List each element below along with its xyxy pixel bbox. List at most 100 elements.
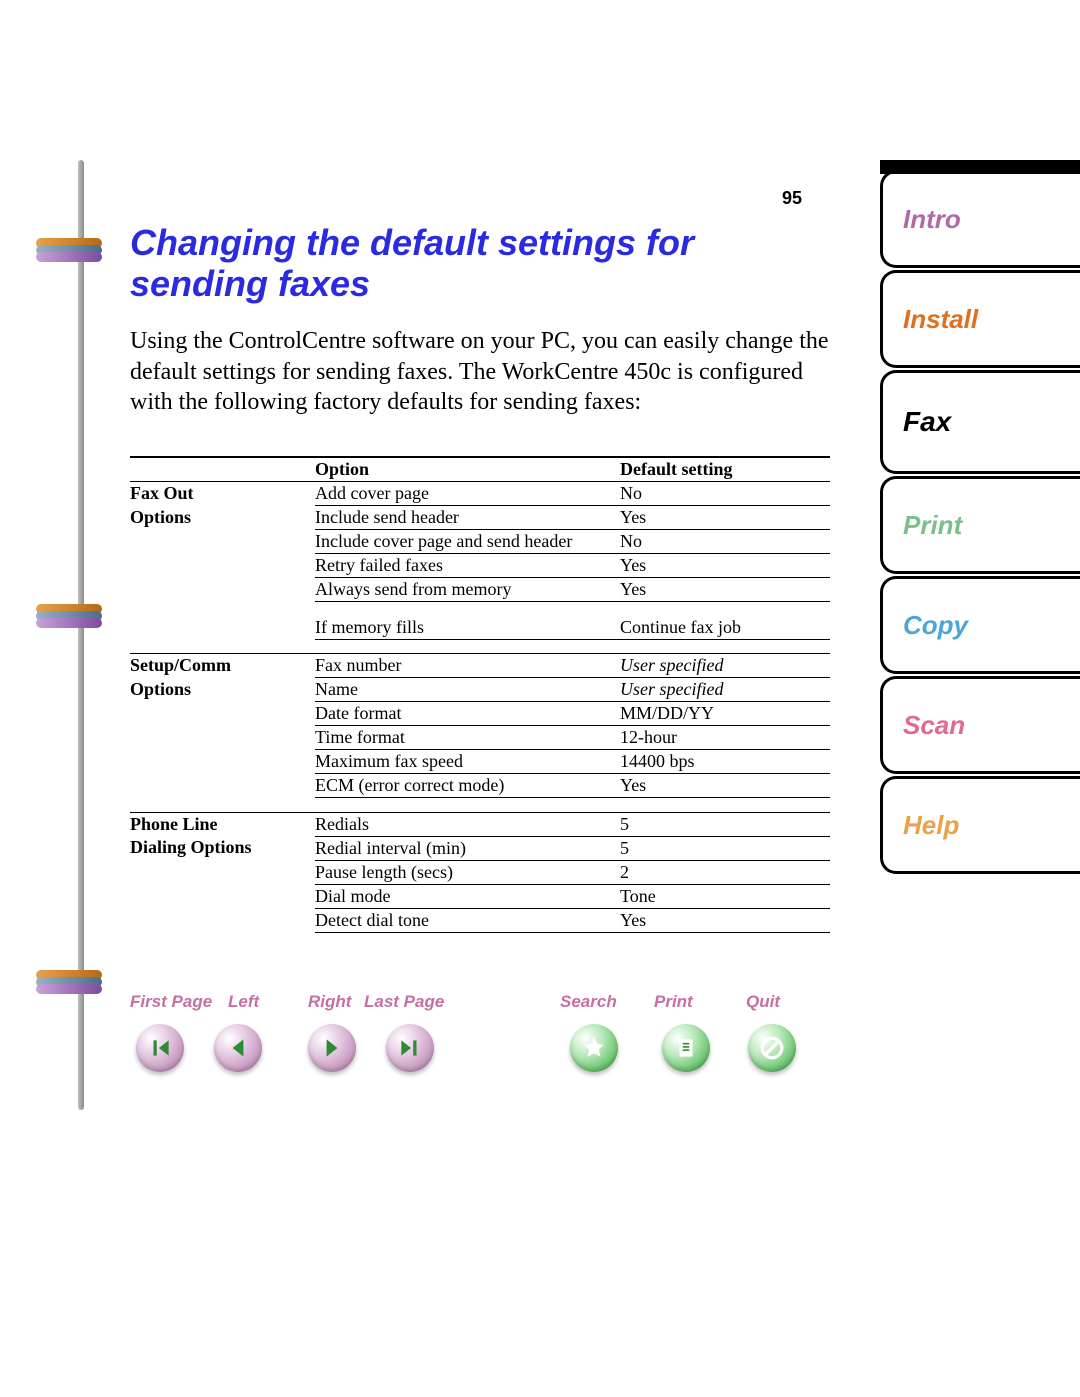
tab-fax[interactable]: Fax — [880, 370, 1080, 474]
search-button[interactable] — [570, 1024, 618, 1072]
table-row: OptionsNameUser specified — [130, 678, 830, 702]
nav-label-last: Last Page — [364, 992, 444, 1012]
chevron-right-icon — [319, 1035, 345, 1061]
option-cell: Add cover page — [315, 482, 620, 506]
section-label — [130, 884, 315, 908]
option-cell: Time format — [315, 726, 620, 750]
table-row: Date formatMM/DD/YY — [130, 702, 830, 726]
option-cell: Include cover page and send header — [315, 530, 620, 554]
option-cell: Always send from memory — [315, 578, 620, 602]
table-row: Dial modeTone — [130, 884, 830, 908]
next-page-button[interactable] — [308, 1024, 356, 1072]
section-label: Options — [130, 506, 315, 530]
value-cell: Tone — [620, 884, 830, 908]
section-label — [130, 578, 315, 602]
option-cell: Detect dial tone — [315, 908, 620, 932]
option-cell: Name — [315, 678, 620, 702]
quit-icon — [759, 1035, 785, 1061]
section-label: Fax Out — [130, 482, 315, 506]
option-cell: If memory fills — [315, 616, 620, 640]
section-label — [130, 616, 315, 640]
value-cell: 2 — [620, 860, 830, 884]
option-cell: Retry failed faxes — [315, 554, 620, 578]
option-cell: ECM (error correct mode) — [315, 774, 620, 798]
table-row: Retry failed faxesYes — [130, 554, 830, 578]
first-page-button[interactable] — [136, 1024, 184, 1072]
nav-label-search: Search — [560, 992, 617, 1012]
table-row: Setup/CommFax numberUser specified — [130, 654, 830, 678]
table-header-blank — [130, 457, 315, 482]
value-cell: 12-hour — [620, 726, 830, 750]
section-label: Phone Line — [130, 812, 315, 836]
value-cell: User specified — [620, 678, 830, 702]
quit-button[interactable] — [748, 1024, 796, 1072]
side-tabs: IntroInstallFaxPrintCopyScanHelp — [880, 170, 1080, 876]
value-cell: 5 — [620, 812, 830, 836]
table-row: Detect dial toneYes — [130, 908, 830, 932]
last-page-button[interactable] — [386, 1024, 434, 1072]
chevron-left-icon — [225, 1035, 251, 1061]
table-row: OptionsInclude send headerYes — [130, 506, 830, 530]
print-icon — [673, 1035, 699, 1061]
value-cell: Continue fax job — [620, 616, 830, 640]
nav-label-print: Print — [654, 992, 693, 1012]
table-row: Time format12-hour — [130, 726, 830, 750]
value-cell: Yes — [620, 554, 830, 578]
section-label — [130, 860, 315, 884]
tab-print[interactable]: Print — [880, 476, 1080, 574]
intro-paragraph: Using the ControlCentre software on your… — [130, 326, 830, 418]
section-label — [130, 702, 315, 726]
table-row: Phone LineRedials5 — [130, 812, 830, 836]
binder-ring — [36, 236, 102, 266]
section-label: Dialing Options — [130, 836, 315, 860]
section-label — [130, 750, 315, 774]
table-row: Always send from memoryYes — [130, 578, 830, 602]
print-button[interactable] — [662, 1024, 710, 1072]
tab-copy[interactable]: Copy — [880, 576, 1080, 674]
section-label — [130, 774, 315, 798]
nav-label-first: First Page — [130, 992, 212, 1012]
option-cell: Include send header — [315, 506, 620, 530]
search-icon — [581, 1035, 607, 1061]
option-cell: Date format — [315, 702, 620, 726]
value-cell: No — [620, 530, 830, 554]
value-cell: Yes — [620, 578, 830, 602]
value-cell: Yes — [620, 774, 830, 798]
tab-install[interactable]: Install — [880, 270, 1080, 368]
option-cell: Dial mode — [315, 884, 620, 908]
nav-label-left: Left — [228, 992, 259, 1012]
value-cell: Yes — [620, 908, 830, 932]
table-row: Include cover page and send headerNo — [130, 530, 830, 554]
table-row: Dialing OptionsRedial interval (min)5 — [130, 836, 830, 860]
option-cell: Maximum fax speed — [315, 750, 620, 774]
value-cell: 14400 bps — [620, 750, 830, 774]
value-cell: No — [620, 482, 830, 506]
nav-label-quit: Quit — [746, 992, 780, 1012]
table-row: ECM (error correct mode)Yes — [130, 774, 830, 798]
tab-scan[interactable]: Scan — [880, 676, 1080, 774]
section-label — [130, 726, 315, 750]
table-row: Pause length (secs)2 — [130, 860, 830, 884]
settings-table: Option Default setting Fax OutAdd cover … — [130, 456, 830, 933]
last-page-icon — [397, 1035, 423, 1061]
binder-ring — [36, 968, 102, 998]
tab-intro[interactable]: Intro — [880, 170, 1080, 268]
value-cell: Yes — [620, 506, 830, 530]
value-cell: 5 — [620, 836, 830, 860]
prev-page-button[interactable] — [214, 1024, 262, 1072]
option-cell: Pause length (secs) — [315, 860, 620, 884]
nav-labels: First Page Left Right Last Page Search P… — [118, 992, 838, 1018]
page-title: Changing the default settings for sendin… — [130, 222, 790, 305]
table-header-option: Option — [315, 457, 620, 482]
table-row: If memory fillsContinue fax job — [130, 616, 830, 640]
section-label — [130, 908, 315, 932]
section-label — [130, 554, 315, 578]
first-page-icon — [147, 1035, 173, 1061]
section-label: Options — [130, 678, 315, 702]
tab-help[interactable]: Help — [880, 776, 1080, 874]
value-cell: User specified — [620, 654, 830, 678]
option-cell: Redials — [315, 812, 620, 836]
bottom-nav: First Page Left Right Last Page Search P… — [118, 992, 838, 1084]
binder-ring — [36, 602, 102, 632]
table-header-default: Default setting — [620, 457, 830, 482]
